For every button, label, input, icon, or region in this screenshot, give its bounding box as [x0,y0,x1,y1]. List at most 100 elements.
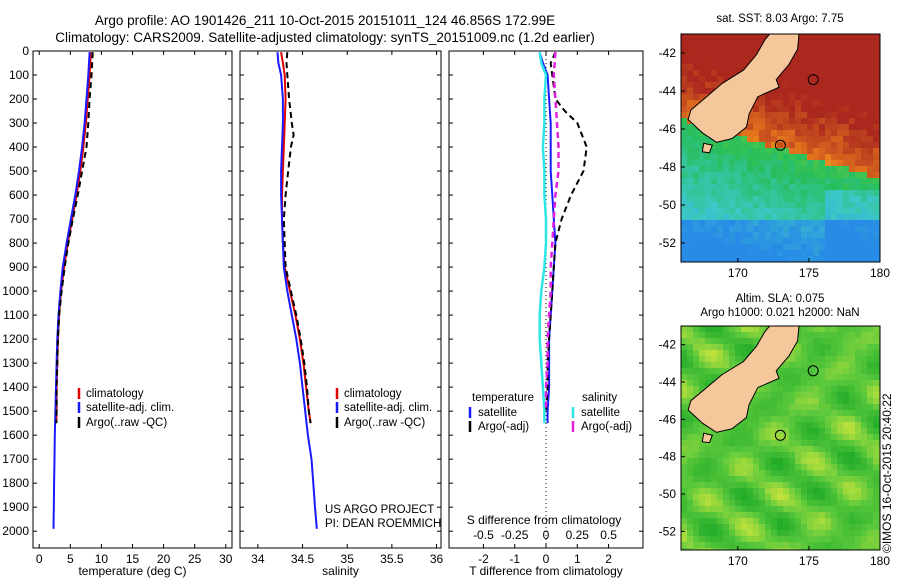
salinity-xtick-label: 35.5 [380,552,404,566]
temperature-legend-label: satellite-adj. clim. [86,402,174,414]
salinity-legend-label: satellite-adj. clim. [344,402,432,414]
diff-legend-header-temperature: temperature [472,392,534,404]
sla-map-land-stewart-island [701,432,713,444]
depth-tick-label: 400 [9,140,29,154]
depth-tick-label: 100 [9,68,29,82]
depth-tick-label: 200 [9,92,29,106]
sla-map-argo-marker [774,429,786,441]
sla-map-ytick-label: -52 [659,524,677,538]
salinity-xtick-label: 35 [341,552,355,566]
sst-map-ytick-label: -44 [659,84,677,98]
salinity-series-1 [276,52,318,529]
differences-series-2 [538,52,548,424]
diff-legend-label: satellite [478,407,517,419]
sla-map-ytick-label: -50 [659,487,677,501]
sst-map-title: sat. SST: 8.03 Argo: 7.75 [716,13,843,25]
sdiff-tick-label: 0.25 [566,528,590,542]
panel-differences: -2 -1 0 1 2T difference from climatology -0.5… [448,50,644,578]
differences-xlabel: T difference from climatology [469,564,623,578]
panel-salinity: 34 34.5 35 35.5 36 salinity climatology satelli… [239,50,444,578]
temperature-xtick-label: 0 [36,552,43,566]
depth-tick-label: 600 [9,188,29,202]
panel-temperature: 0 5 10 15 20 25 30 temperature (deg C) 0 100 200 30… [2,44,232,578]
sst-map-ytick-label: -50 [659,198,677,212]
temperature-xtick-label: 20 [157,552,171,566]
depth-tick-label: 1100 [3,308,29,322]
depth-tick-label: 2000 [2,524,29,538]
sst-map-frame [680,33,881,263]
temperature-xtick-label: 15 [126,552,140,566]
depth-tick-label: 1000 [2,284,29,298]
depth-tick-label: 1600 [2,428,29,442]
sst-map-argo-marker [774,139,786,151]
sla-map-xtick-label: 175 [799,554,819,568]
sla-map-ytick-label: -44 [659,375,677,389]
differences-xtick-label: 2 [605,552,612,566]
sdiff-tick-label: 0.5 [600,528,617,542]
salinity-frame [239,50,442,549]
differences-xtick-label: -1 [509,552,520,566]
sst-map-xtick-label: 175 [799,266,819,280]
temperature-xlabel: temperature (deg C) [78,564,186,578]
sdiff-tick-label: 0 [543,528,550,542]
sst-map-land-stewart-island [701,142,713,154]
sla-map-frame [680,325,881,551]
salinity-xlabel: salinity [322,564,359,578]
depth-tick-label: 0 [22,44,29,58]
sla-map-ytick-label: -42 [659,338,677,352]
depth-tick-label: 1700 [2,452,29,466]
sla-map-xtick-label: 180 [870,554,890,568]
sdiff-tick-label: -0.5 [473,528,494,542]
salinity-legend-label: Argo(..raw -QC) [344,417,425,429]
diff-legend-label: satellite [581,407,620,419]
depth-tick-label: 1300 [2,356,29,370]
sst-map-ytick-label: -48 [659,160,677,174]
depth-tick-label: 800 [9,236,29,250]
sst-map-xtick-label: 180 [870,266,890,280]
sla-map-land-south-island [687,326,800,433]
sla-map-xtick-label: 170 [728,554,748,568]
depth-tick-label: 300 [9,116,29,130]
sst-map: 170 175 180 -42 -44 -46 -48 -50 -52 sat. SST: 8.0… [659,13,891,280]
sla-map: 170 175 180 -42 -44 -46 -48 -50 -52 Altim. SLA: 0… [659,293,891,568]
sla-map-field [681,326,880,550]
salinity-xtick-label: 34 [251,552,265,566]
sst-map-xtick-label: 170 [728,266,748,280]
sla-map-prior-marker [807,365,819,377]
sla-map-ytick-label: -48 [659,450,677,464]
sla-map-ytick-label: -46 [659,412,677,426]
imos-timestamp: ©IMOS 16-Oct-2015 20:40:22 [880,393,894,553]
temperature-xtick-label: 25 [188,552,202,566]
salinity-xtick-label: 34.5 [291,552,315,566]
sla-map-title: Altim. SLA: 0.075 [736,293,825,305]
sst-map-prior-marker [807,74,819,86]
figure-title-line1: Argo profile: AO 1901426_211 10-Oct-2015… [94,13,556,28]
depth-tick-label: 1800 [2,476,29,490]
depth-tick-label: 1500 [2,404,29,418]
depth-tick-label: 1900 [2,500,29,514]
differences-xtick-label: 0 [543,552,550,566]
diff-legend-label: Argo(-adj) [581,421,632,433]
temperature-legend-label: Argo(..raw -QC) [86,417,167,429]
salinity-xtick-label: 36 [430,552,444,566]
sst-map-field [681,34,880,262]
sdiff-tick-label: -0.25 [501,528,529,542]
sst-map-ytick-label: -46 [659,122,677,136]
sst-map-ytick-label: -42 [659,46,677,60]
temperature-xtick-label: 10 [95,552,109,566]
temperature-frame [32,50,233,549]
differences-xtick-label: 1 [574,552,581,566]
sst-map-ytick-label: -52 [659,236,677,250]
depth-tick-label: 1400 [2,380,29,394]
salinity-series-2 [282,52,312,424]
pi-credit: PI: DEAN ROEMMICH [325,518,442,530]
sdiff-xlabel: S difference from climatology [467,513,622,527]
diff-legend-label: Argo(-adj) [478,421,529,433]
temperature-series-2 [55,52,94,424]
salinity-legend-label: climatology [344,388,402,400]
depth-tick-label: 700 [9,212,29,226]
sst-map-land-south-island [687,34,800,143]
sla-map-subtitle: Argo h1000: 0.021 h2000: NaN [700,307,859,319]
temperature-series-1 [52,52,91,529]
